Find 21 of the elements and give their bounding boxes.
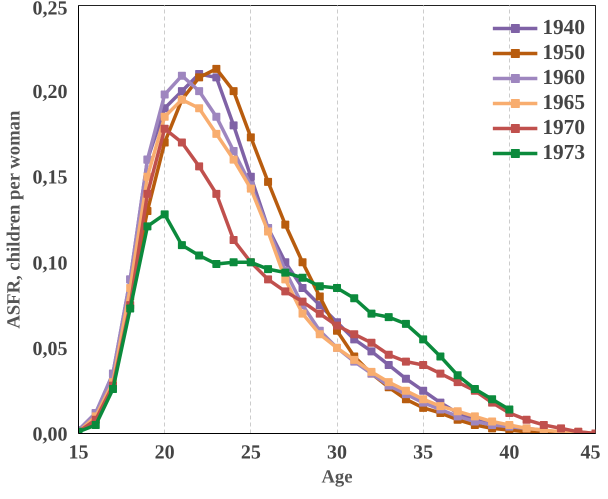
y-tick-label: 0,25	[32, 0, 68, 20]
x-tick-label: 45	[580, 442, 600, 464]
x-tick-label: 40	[499, 442, 520, 464]
y-tick-label: 0,15	[32, 166, 68, 189]
y-tick-label: 0,10	[32, 252, 68, 274]
y-tick-label: 0,05	[32, 338, 68, 360]
x-axis-title: Age	[321, 466, 353, 488]
legend-label: 1940	[542, 15, 585, 40]
x-tick-label: 20	[154, 442, 175, 464]
x-tick-label: 30	[327, 442, 347, 464]
y-axis-title: ASFR, children per woman	[4, 110, 24, 329]
y-tick-label: 0,00	[32, 424, 68, 446]
legend-label: 1970	[542, 115, 585, 140]
legend-label: 1960	[542, 65, 585, 90]
x-tick-label: 15	[68, 442, 88, 464]
x-tick-label: 35	[413, 442, 434, 464]
legend-label: 1973	[542, 140, 585, 165]
x-tick-label: 25	[240, 442, 261, 464]
legend-label: 1965	[542, 90, 585, 115]
y-tick-label: 0,20	[32, 81, 68, 104]
legend-label: 1950	[542, 40, 585, 65]
